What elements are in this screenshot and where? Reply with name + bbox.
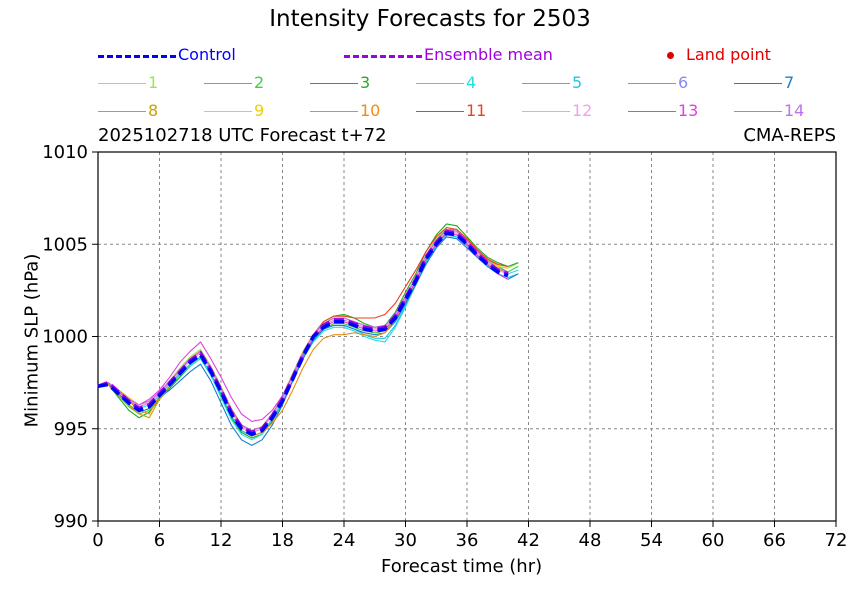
y-tick-label: 1010 [42,142,88,163]
x-tick-label: 24 [333,530,356,551]
member-line-3 [97,223,519,439]
legend-member-line-3 [310,83,358,84]
legend-member-label-9: 9 [254,101,265,120]
legend-member-line-6 [628,83,676,84]
legend-ensemble-mean-line [344,55,422,58]
forecast-subtitle: 2025102718 UTC Forecast t+72 [98,125,387,146]
chart-title: Intensity Forecasts for 2503 [269,6,591,32]
legend-land-point-marker [667,52,674,59]
legend-member-label-8: 8 [148,101,159,120]
legend-ensemble-mean-label: Ensemble mean [424,45,553,64]
x-tick-label: 72 [825,530,848,551]
x-tick-label: 42 [517,530,540,551]
legend-member-label-7: 7 [784,73,795,92]
legend-member-line-14 [734,111,782,112]
x-axis-label: Forecast time (hr) [381,556,543,577]
control-line [97,231,509,437]
legend-control-label: Control [178,45,236,64]
legend-member-line-2 [204,83,252,84]
x-tick-label: 0 [92,530,103,551]
legend-member-label-14: 14 [784,101,805,120]
legend-member-label-10: 10 [360,101,381,120]
y-tick-label: 990 [54,511,88,532]
member-line-2 [97,228,519,437]
member-line-1 [97,227,519,432]
legend-member-label-5: 5 [572,73,583,92]
legend-member-label-4: 4 [466,73,477,92]
x-tick-label: 6 [154,530,165,551]
legend-member-label-2: 2 [254,73,265,92]
y-tick-label: 995 [54,419,88,440]
legend-member-line-13 [628,111,676,112]
x-tick-label: 36 [456,530,479,551]
y-tick-label: 1005 [42,234,88,255]
legend-member-label-6: 6 [678,73,689,92]
legend-member-line-12 [522,111,570,112]
legend-member-line-7 [734,83,782,84]
legend-member-label-13: 13 [678,101,699,120]
x-tick-label: 12 [210,530,233,551]
x-tick-label: 66 [763,530,786,551]
x-tick-label: 60 [702,530,725,551]
legend-member-label-3: 3 [360,73,371,92]
legend-member-line-1 [98,83,146,84]
legend-member-label-1: 1 [148,73,159,92]
legend-member-line-9 [204,111,252,112]
legend-member-label-11: 11 [466,101,487,120]
x-tick-label: 18 [271,530,294,551]
y-tick-label: 1000 [42,327,88,348]
x-tick-label: 30 [394,530,417,551]
legend-land-point-label: Land point [686,45,771,64]
x-tick-label: 48 [579,530,602,551]
model-name: CMA-REPS [743,125,836,146]
member-line-7 [97,236,519,447]
legend-member-line-4 [416,83,464,84]
y-axis-label: Minimum SLP (hPa) [21,253,43,428]
member-line-5 [97,234,519,437]
legend-member-line-8 [98,111,146,112]
x-tick-label: 54 [640,530,663,551]
legend-member-line-10 [310,111,358,112]
legend-member-label-12: 12 [572,101,593,120]
legend-member-line-11 [416,111,464,112]
legend-member-line-5 [522,83,570,84]
legend-control-line [98,55,176,58]
